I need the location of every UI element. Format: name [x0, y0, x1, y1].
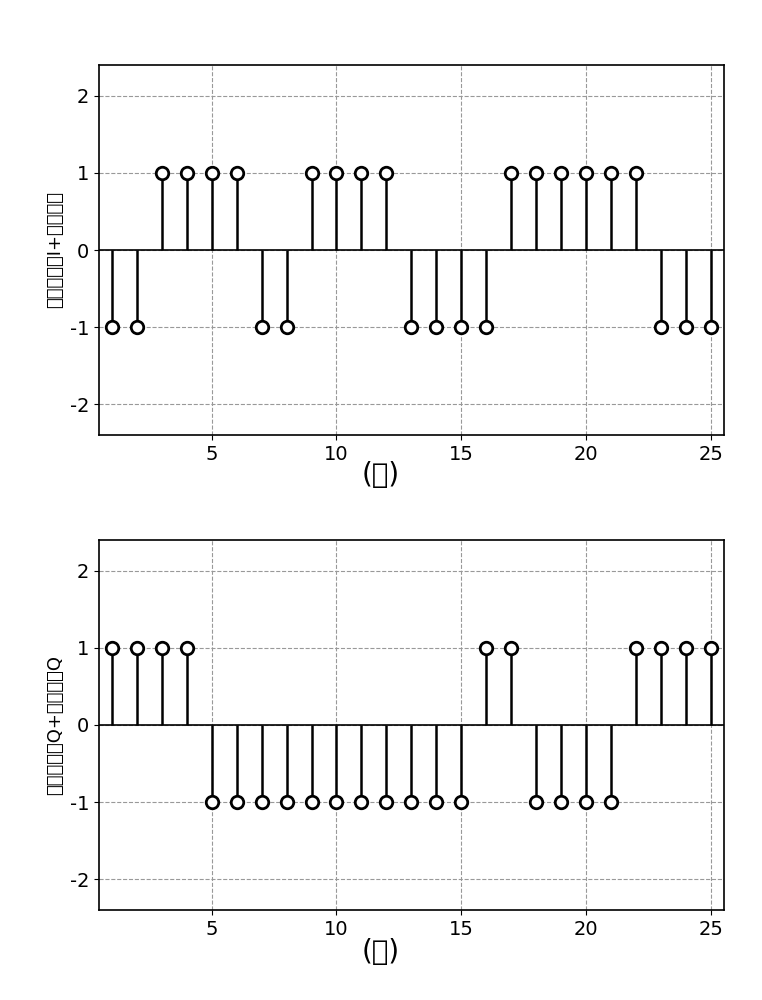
Y-axis label: 伪随机序列I+导航数据: 伪随机序列I+导航数据	[46, 192, 64, 308]
Y-axis label: 伪随机序列Q+导航数据Q: 伪随机序列Q+导航数据Q	[46, 655, 64, 795]
Text: (ｂ): (ｂ)	[362, 938, 400, 966]
Text: (ａ): (ａ)	[362, 461, 400, 489]
